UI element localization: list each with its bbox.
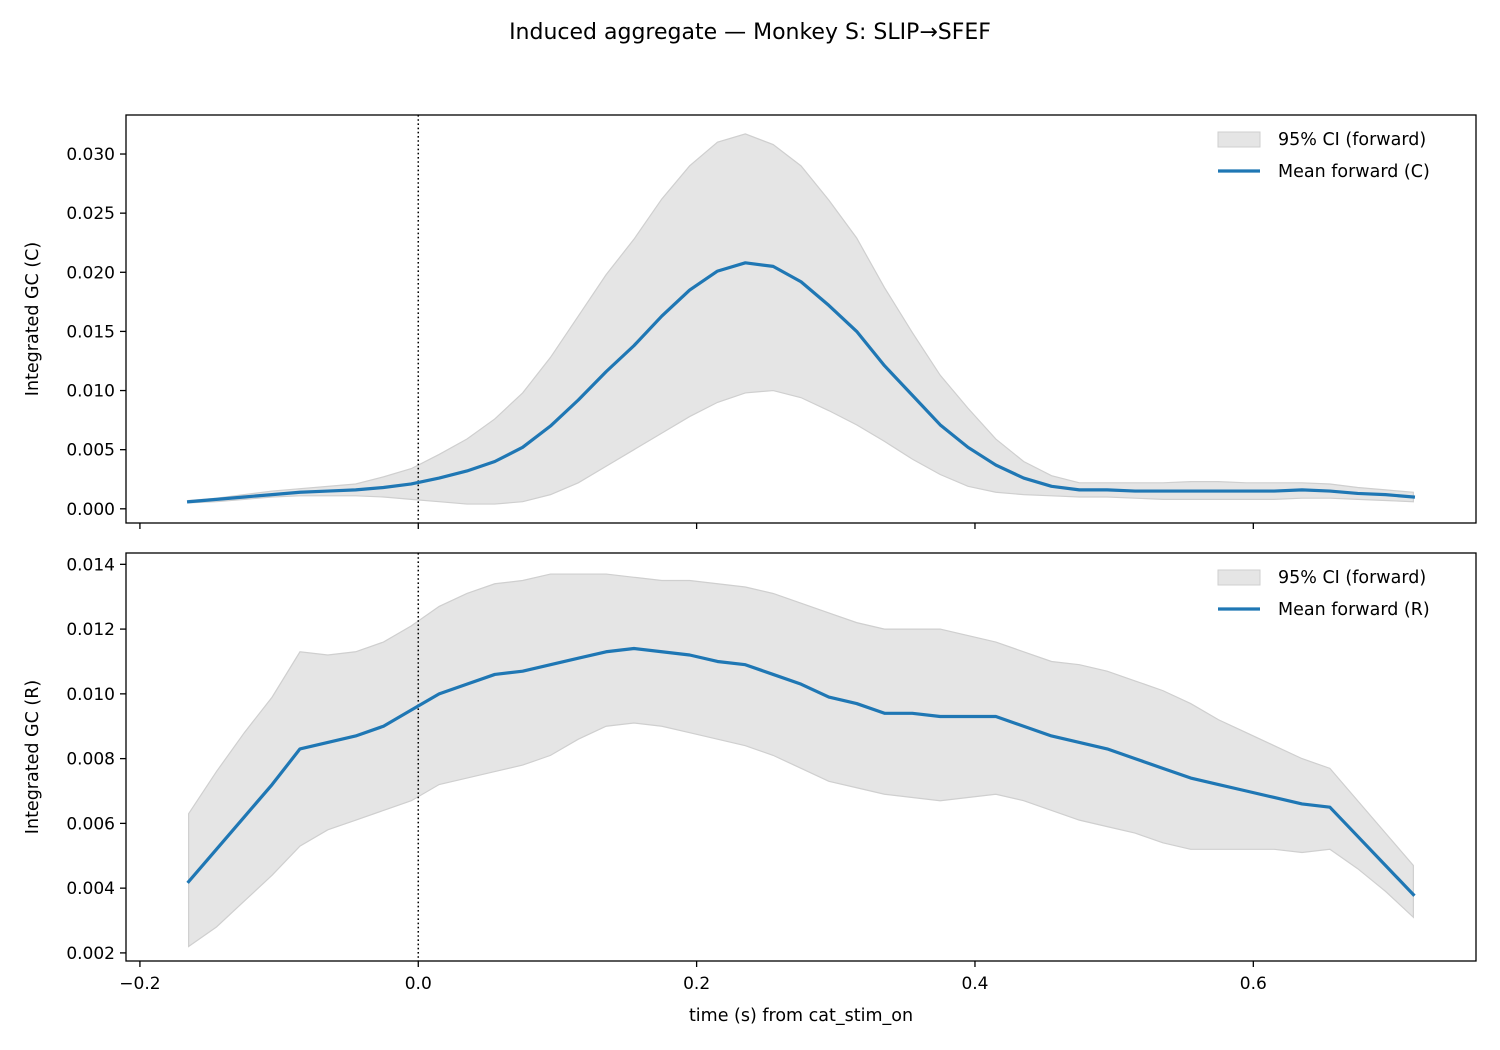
legend-ci-label: 95% CI (forward) <box>1278 130 1426 150</box>
y-tick-label: 0.014 <box>66 555 115 575</box>
y-tick-label: 0.010 <box>66 382 115 402</box>
y-tick-label: 0.008 <box>66 750 115 770</box>
y-axis-label: Integrated GC (C) <box>23 242 43 396</box>
x-tick-label: 0.2 <box>683 974 710 994</box>
y-tick-label: 0.004 <box>66 879 115 899</box>
y-tick-label: 0.025 <box>66 204 115 224</box>
legend: 95% CI (forward) Mean forward (C) <box>1217 130 1430 182</box>
y-tick-label: 0.020 <box>66 263 115 283</box>
panel-bottom: −0.2 0.0 0.2 0.4 0.6 0.002 0.004 0.006 0.008 0.01… <box>23 552 1477 994</box>
x-tick-label: 0.0 <box>405 974 432 994</box>
y-tick-label: 0.012 <box>66 620 115 640</box>
axes-frame <box>125 114 1477 524</box>
y-tick-label: 0.006 <box>66 814 115 834</box>
y-tick-label: 0.000 <box>66 500 115 520</box>
plot-area <box>186 553 1416 961</box>
y-tick-label: 0.030 <box>66 145 115 165</box>
plot-area <box>186 115 1416 523</box>
ci-band <box>188 573 1414 948</box>
y-tick-label: 0.010 <box>66 685 115 705</box>
y-tick-label: 0.015 <box>66 322 115 342</box>
x-axis-label: time (s) from cat_stim_on <box>689 1006 913 1026</box>
legend: 95% CI (forward) Mean forward (R) <box>1217 568 1430 620</box>
legend-mean-label: Mean forward (R) <box>1278 600 1430 620</box>
panel-top: 0.000 0.005 0.010 0.015 0.020 0.025 0.030 Integ… <box>23 114 1477 529</box>
y-tick-label: 0.002 <box>66 944 115 964</box>
axes-frame <box>125 552 1477 962</box>
x-tick-label: −0.2 <box>119 974 160 994</box>
legend-ci-swatch <box>1217 131 1261 148</box>
x-tick-label: 0.6 <box>1240 974 1267 994</box>
legend-mean-label: Mean forward (C) <box>1278 162 1430 182</box>
figure-title: Induced aggregate — Monkey S: SLIP→SFEF <box>509 20 991 45</box>
y-axis-label: Integrated GC (R) <box>23 680 43 834</box>
legend-ci-label: 95% CI (forward) <box>1278 568 1426 588</box>
mean-line <box>186 646 1416 897</box>
x-tick-label: 0.4 <box>961 974 988 994</box>
y-tick-label: 0.005 <box>66 441 115 461</box>
ci-band <box>188 133 1414 505</box>
legend-ci-swatch <box>1217 569 1261 586</box>
mean-line <box>186 261 1416 504</box>
